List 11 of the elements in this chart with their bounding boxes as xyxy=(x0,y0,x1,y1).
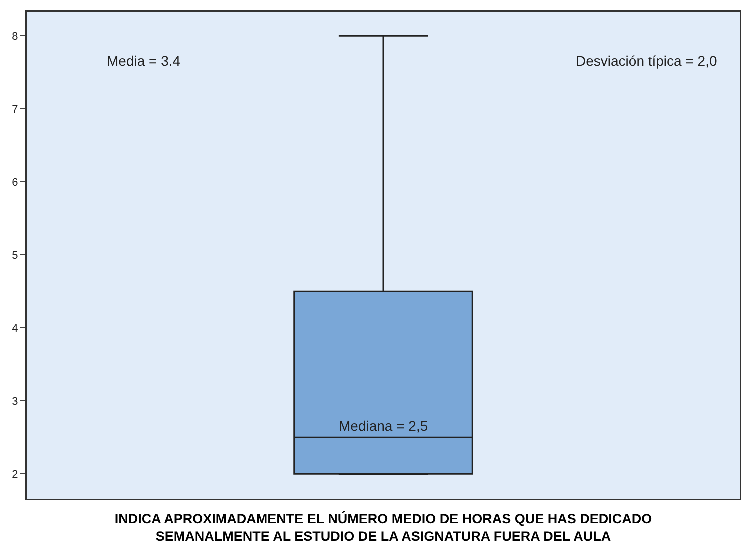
y-tick-label: 8 xyxy=(12,30,18,43)
annotation: Media = 3.4 xyxy=(107,53,181,69)
y-tick-label: 7 xyxy=(12,104,18,116)
annotation: Mediana = 2,5 xyxy=(339,418,428,434)
annotation: Desviación típica = 2,0 xyxy=(576,53,718,69)
y-tick-label: 5 xyxy=(12,250,18,262)
y-tick-label: 6 xyxy=(12,176,18,189)
y-tick-label: 4 xyxy=(12,323,18,335)
y-tick-label: 3 xyxy=(12,396,18,408)
y-tick-label: 2 xyxy=(12,469,18,482)
x-axis-title: INDICA APROXIMADAMENTE EL NÚMERO MEDIO DE HORAS QUE HAS DEDICADO SEMANALMENTE AL ESTUDIO DE LA ASIGNATURA FUERA DEL AULA xyxy=(114,511,652,544)
